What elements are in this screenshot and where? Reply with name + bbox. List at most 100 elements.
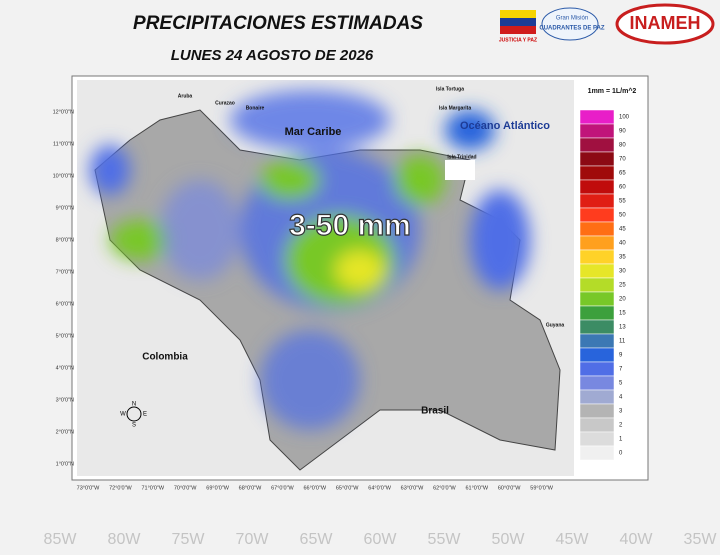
lat-label: 5°0'0"N	[56, 333, 74, 339]
compass-letter: S	[132, 423, 136, 429]
legend-label: 1	[619, 437, 623, 443]
legend-swatch	[579, 235, 615, 251]
place-label: Isla Trinidad	[447, 154, 476, 160]
lon-label: 63°0'0"W	[401, 485, 424, 491]
legend-swatch	[579, 277, 615, 293]
compass-letter: W	[120, 412, 126, 418]
legend-label: 100	[619, 115, 630, 121]
legend-swatch	[579, 403, 615, 419]
legend-label: 35	[619, 255, 626, 261]
bg-lon-label: 70W	[236, 531, 270, 548]
lat-label: 8°0'0"N	[56, 237, 74, 243]
flag	[500, 10, 536, 18]
lon-label: 66°0'0"W	[303, 485, 326, 491]
logo	[615, 3, 715, 45]
legend-label: 45	[619, 227, 626, 233]
map	[77, 80, 574, 476]
legend-swatch	[579, 179, 615, 195]
legend-swatch	[579, 347, 615, 363]
lat-label: 10°0'0"N	[53, 173, 74, 179]
place-label: Curazao	[215, 100, 235, 106]
lon-label: 69°0'0"W	[206, 485, 229, 491]
lat-label: 1°0'0"N	[56, 461, 74, 467]
legend-swatch	[579, 249, 615, 265]
legend-title: 1mm = 1L/m^2	[588, 87, 637, 95]
bg-lon-label: 85W	[44, 531, 78, 548]
flag	[500, 26, 536, 34]
legend-swatch	[579, 417, 615, 433]
flag	[500, 18, 536, 26]
lat-label: 12°0'0"N	[53, 109, 74, 115]
bg-lon-label: 35W	[684, 531, 718, 548]
legend-label: 9	[619, 353, 623, 359]
trinidad	[445, 160, 475, 180]
legend-swatch	[579, 221, 615, 237]
legend-swatch	[579, 445, 615, 461]
lon-label: 70°0'0"W	[174, 485, 197, 491]
lat-label: 11°0'0"N	[53, 141, 74, 147]
logo-text: CUADRANTES DE PAZ	[539, 26, 605, 32]
legend-label: 0	[619, 451, 623, 457]
precip	[90, 90, 530, 430]
lon-label: 72°0'0"W	[109, 485, 132, 491]
lon-label: 62°0'0"W	[433, 485, 456, 491]
legend-swatch	[579, 207, 615, 223]
legend-label: 90	[619, 129, 626, 135]
bg-lon-label: 45W	[556, 531, 590, 548]
legend-label: 80	[619, 143, 626, 149]
legend-label: 13	[619, 325, 626, 331]
lon-label: 73°0'0"W	[77, 485, 100, 491]
legend-swatch	[579, 263, 615, 279]
logo-text: Gran Misión	[556, 16, 588, 22]
place-label: Brasil	[421, 406, 449, 417]
bg-lon-label: 50W	[492, 531, 526, 548]
legend-label: 5	[619, 381, 623, 387]
legend-swatch	[579, 151, 615, 167]
lat-label: 2°0'0"N	[56, 429, 74, 435]
compass-letter: E	[143, 412, 147, 418]
legend-swatch	[579, 291, 615, 307]
logo-text: JUSTICIA Y PAZ	[499, 37, 537, 43]
lat-label: 6°0'0"N	[56, 301, 74, 307]
legend-swatch	[579, 375, 615, 391]
legend-label: 4	[619, 395, 623, 401]
bg-lon-label: 55W	[428, 531, 462, 548]
legend-label: 40	[619, 241, 626, 247]
place-label: Aruba	[178, 93, 193, 99]
legend-swatch	[579, 193, 615, 209]
lon-label: 68°0'0"W	[239, 485, 262, 491]
legend-label: 11	[619, 339, 626, 345]
lat-label: 7°0'0"N	[56, 269, 74, 275]
place-label: Océano Atlántico	[460, 120, 550, 132]
legend-label: 60	[619, 185, 626, 191]
legend-swatch	[579, 431, 615, 447]
lon-label: 60°0'0"W	[498, 485, 521, 491]
place-label: Mar Caribe	[285, 126, 342, 138]
logo	[541, 7, 599, 41]
subtitle: LUNES 24 AGOSTO DE 2026	[171, 47, 374, 64]
legend-label: 70	[619, 157, 626, 163]
bg-lon-label: 65W	[300, 531, 334, 548]
lon-label: 71°0'0"W	[141, 485, 164, 491]
bg-lon-label: 40W	[620, 531, 654, 548]
bg-lon-label: 60W	[364, 531, 398, 548]
legend-label: 2	[619, 423, 623, 429]
legend-label: 30	[619, 269, 626, 275]
main-label: 3-50 mm	[289, 209, 411, 242]
place-label: Colombia	[142, 352, 188, 363]
legend-label: 3	[619, 409, 623, 415]
bg-lon-label: 80W	[108, 531, 142, 548]
legend-swatch	[579, 137, 615, 153]
legend-swatch	[579, 109, 615, 125]
lon-label: 61°0'0"W	[465, 485, 488, 491]
legend-label: 55	[619, 199, 626, 205]
legend-swatch	[579, 389, 615, 405]
legend-swatch	[579, 123, 615, 139]
legend-swatch	[579, 305, 615, 321]
place-label: Bonaire	[246, 105, 265, 111]
legend-label: 25	[619, 283, 626, 289]
lon-label: 65°0'0"W	[336, 485, 359, 491]
legend-label: 20	[619, 297, 626, 303]
legend-swatch	[579, 333, 615, 349]
